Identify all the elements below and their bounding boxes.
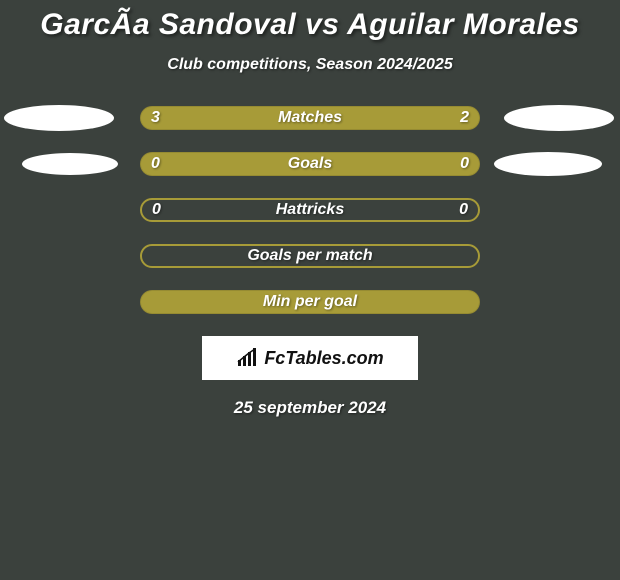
bar-min-per-goal: Min per goal [140,290,480,314]
value-left-matches: 3 [151,109,160,127]
page-root: GarcÃ­a Sandoval vs Aguilar Morales Club… [0,0,620,580]
value-right-matches: 2 [460,109,469,127]
metric-label-hattricks: Hattricks [276,201,344,219]
metric-label-goals: Goals [288,155,332,173]
badge-left-matches [4,105,114,131]
logo-text: FcTables.com [264,348,383,369]
page-title: GarcÃ­a Sandoval vs Aguilar Morales [0,0,620,42]
row-min-per-goal: Min per goal [0,290,620,314]
badge-right-matches [504,105,614,131]
row-goals-per-match: Goals per match [0,244,620,268]
bar-hattricks: 0 Hattricks 0 [140,198,480,222]
value-right-goals: 0 [460,155,469,173]
value-right-hattricks: 0 [459,201,468,219]
value-left-goals: 0 [151,155,160,173]
badge-left-goals [22,153,118,175]
badge-right-goals [494,152,602,176]
metric-label-mpg: Min per goal [263,293,357,311]
comparison-rows: 3 Matches 2 0 Goals 0 0 Hattricks 0 [0,106,620,314]
date-label: 25 september 2024 [0,398,620,418]
bar-goals: 0 Goals 0 [140,152,480,176]
value-left-hattricks: 0 [152,201,161,219]
bar-goals-per-match: Goals per match [140,244,480,268]
row-hattricks: 0 Hattricks 0 [0,198,620,222]
row-matches: 3 Matches 2 [0,106,620,130]
metric-label-gpm: Goals per match [247,247,372,265]
bar-matches: 3 Matches 2 [140,106,480,130]
logo-box: FcTables.com [202,336,418,380]
metric-label-matches: Matches [278,109,342,127]
row-goals: 0 Goals 0 [0,152,620,176]
subtitle: Club competitions, Season 2024/2025 [0,56,620,74]
chart-icon [236,348,260,368]
